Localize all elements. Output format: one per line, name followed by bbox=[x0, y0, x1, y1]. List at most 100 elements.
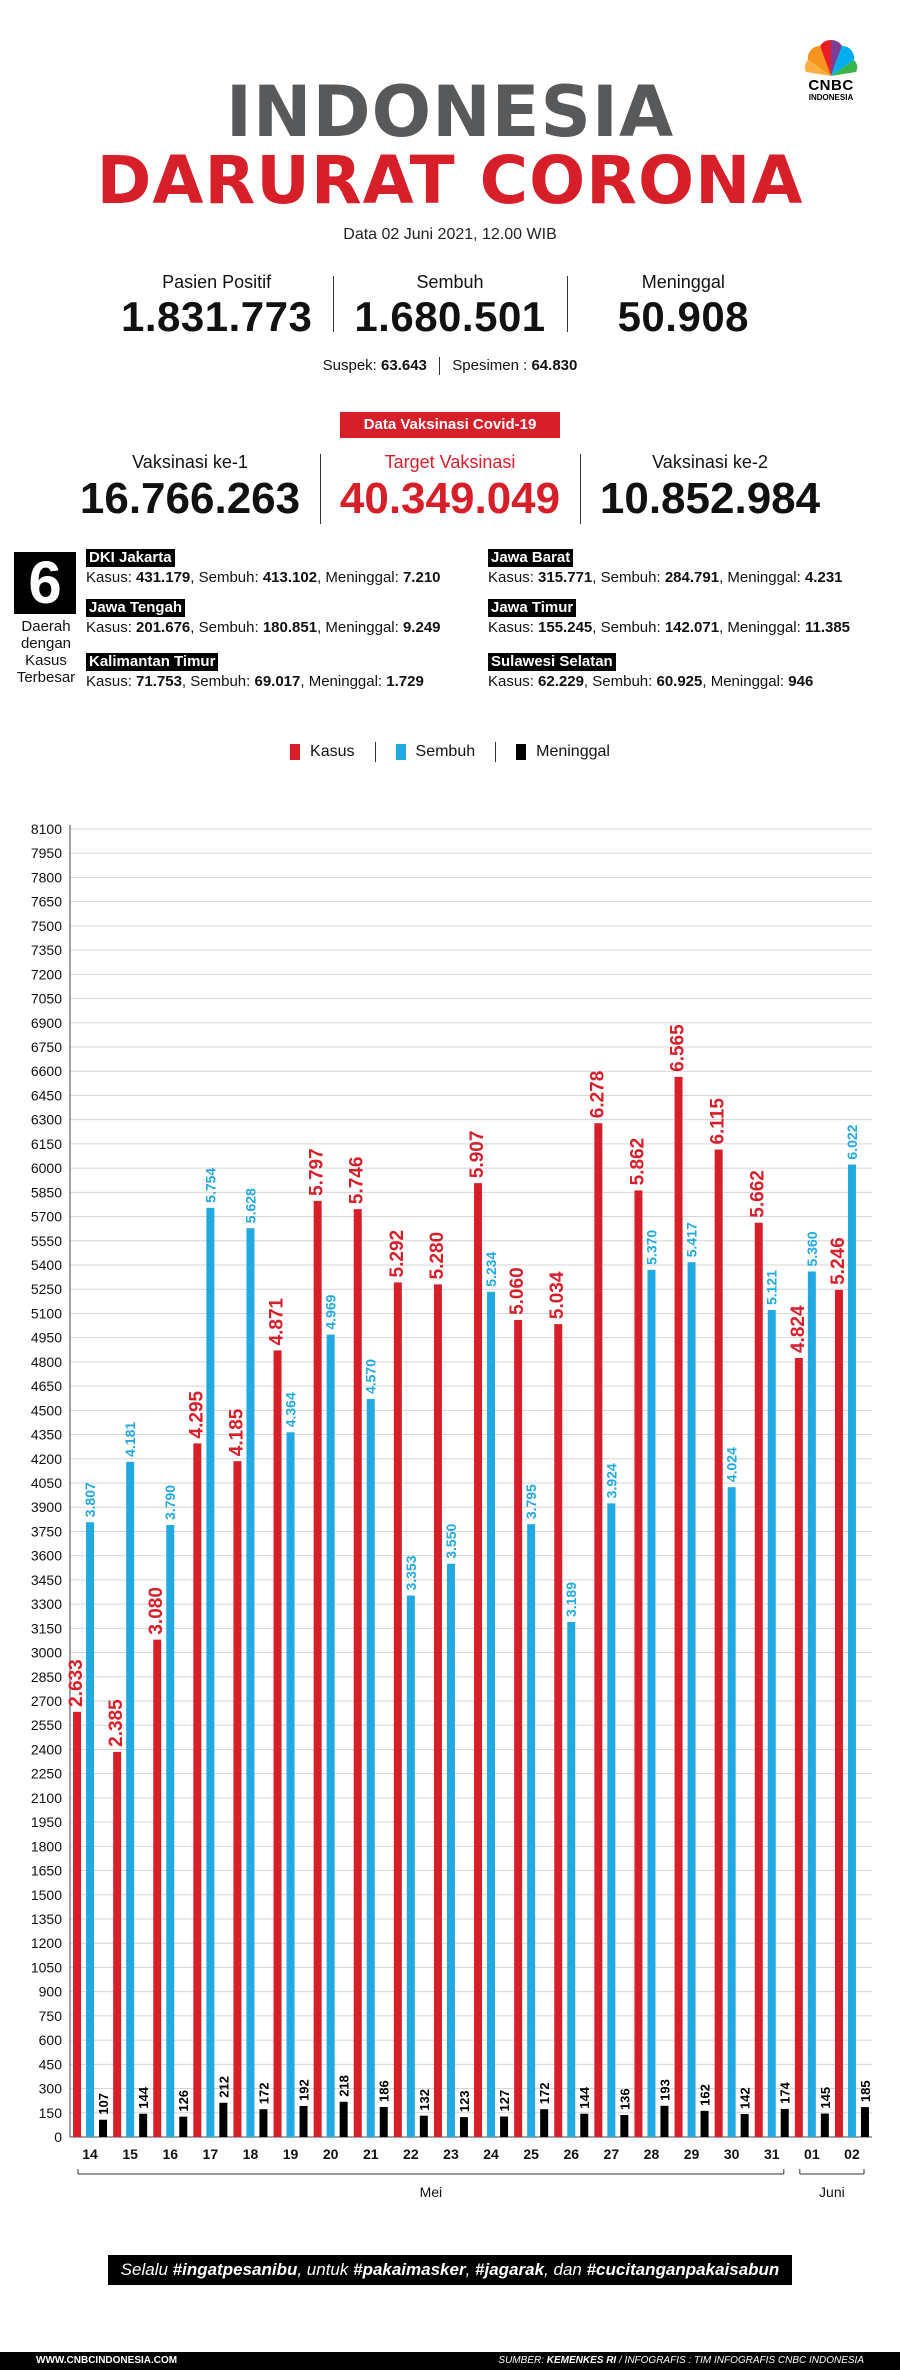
bar-meninggal bbox=[860, 2107, 869, 2137]
region-stats: Kasus: 201.676, Sembuh: 180.851, Meningg… bbox=[86, 619, 441, 636]
data-label-meninggal: 218 bbox=[337, 2075, 352, 2097]
y-tick-label: 7650 bbox=[31, 894, 62, 910]
y-tick-label: 1650 bbox=[31, 1863, 62, 1879]
footer-credit: / INFOGRAFIS : TIM INFOGRAFIS CNBC INDON… bbox=[616, 2355, 864, 2366]
spesimen-label: Spesimen : bbox=[452, 357, 528, 374]
region-kasus-label: Kasus: bbox=[488, 619, 534, 636]
bar-meninggal bbox=[700, 2110, 709, 2137]
bar-meninggal bbox=[740, 2114, 749, 2137]
footer-source-name: KEMENKES RI bbox=[546, 2355, 617, 2366]
region-meninggal-label: Meninggal: bbox=[325, 619, 399, 636]
vaksinasi-dose2: Vaksinasi ke-2 10.852.984 bbox=[580, 450, 840, 528]
data-label-kasus: 6.278 bbox=[587, 1071, 608, 1119]
bar-meninggal bbox=[620, 2115, 629, 2137]
legend-swatch bbox=[290, 744, 301, 760]
data-label-kasus: 5.862 bbox=[627, 1138, 648, 1186]
bar-sembuh bbox=[286, 1432, 295, 2137]
legend-label: Sembuh bbox=[415, 743, 476, 760]
y-tick-label: 1350 bbox=[31, 1911, 62, 1927]
bar-kasus bbox=[794, 1358, 803, 2137]
footer-website[interactable]: WWW.CNBCINDONESIA.COM bbox=[36, 2355, 178, 2366]
vax-label: Target Vaksinasi bbox=[384, 452, 516, 472]
x-tick-label: 30 bbox=[724, 2146, 740, 2162]
y-tick-label: 4950 bbox=[31, 1330, 62, 1346]
region-sembuh-label: Sembuh: bbox=[198, 619, 259, 636]
y-tick-label: 2400 bbox=[31, 1741, 62, 1757]
data-label-meninggal: 212 bbox=[216, 2076, 231, 2098]
y-tick-label: 7050 bbox=[31, 991, 62, 1007]
data-label-meninggal: 107 bbox=[96, 2093, 111, 2115]
suspek-value: 63.643 bbox=[381, 357, 427, 374]
bar-sembuh bbox=[807, 1271, 816, 2137]
bar-kasus bbox=[193, 1443, 202, 2137]
y-tick-label: 6450 bbox=[31, 1087, 62, 1103]
region-meninggal-label: Meninggal: bbox=[710, 673, 785, 690]
y-tick-label: 7200 bbox=[31, 966, 62, 982]
main-stats: Pasien Positif 1.831.773 Sembuh 1.680.50… bbox=[100, 270, 800, 340]
y-tick-label: 7350 bbox=[31, 942, 62, 958]
stat-value: 50.908 bbox=[617, 293, 750, 340]
x-tick-label: 02 bbox=[844, 2146, 860, 2162]
y-tick-label: 5850 bbox=[31, 1184, 62, 1200]
y-tick-label: 6150 bbox=[31, 1136, 62, 1152]
bar-kasus bbox=[714, 1149, 723, 2137]
footer-source-label: SUMBER: bbox=[498, 2355, 547, 2366]
y-tick-label: 2100 bbox=[31, 1790, 62, 1806]
y-tick-label: 1800 bbox=[31, 1838, 62, 1854]
peacock-icon bbox=[804, 39, 858, 76]
bar-kasus bbox=[514, 1319, 523, 2137]
bar-sembuh bbox=[727, 1487, 736, 2137]
bar-meninggal bbox=[780, 2108, 789, 2137]
y-tick-label: 3000 bbox=[31, 1645, 62, 1661]
slogan-text: Selalu bbox=[120, 2260, 173, 2279]
region-count-badge: 6 bbox=[14, 552, 76, 614]
vax-value: 10.852.984 bbox=[599, 474, 821, 523]
stat-value: 1.831.773 bbox=[120, 293, 313, 340]
region-meninggal-value: 1.729 bbox=[386, 673, 424, 690]
region-sembuh-label: Sembuh: bbox=[600, 619, 661, 636]
bar-sembuh bbox=[126, 1461, 135, 2137]
region-sembuh-value: 413.102 bbox=[262, 569, 318, 586]
data-label-meninggal: 142 bbox=[738, 2087, 753, 2109]
region-sembuh-value: 284.791 bbox=[664, 569, 720, 586]
y-tick-label: 900 bbox=[39, 1984, 63, 2000]
y-tick-label: 7950 bbox=[31, 845, 62, 861]
y-tick-label: 750 bbox=[39, 2008, 63, 2024]
y-tick-label: 8100 bbox=[31, 821, 62, 837]
bar-sembuh bbox=[527, 1524, 536, 2137]
y-tick-label: 4050 bbox=[31, 1475, 62, 1491]
region-sembuh-value: 180.851 bbox=[262, 619, 318, 636]
bar-kasus bbox=[153, 1639, 162, 2137]
data-label-meninggal: 192 bbox=[297, 2079, 312, 2101]
region-stats: Kasus: 155.245, Sembuh: 142.071, Meningg… bbox=[488, 619, 851, 636]
data-label-kasus: 5.907 bbox=[467, 1131, 488, 1179]
y-tick-label: 7500 bbox=[31, 918, 62, 934]
divider bbox=[495, 742, 497, 762]
stat-label: Pasien Positif bbox=[162, 272, 272, 292]
region-meninggal-value: 4.231 bbox=[804, 569, 843, 586]
bar-meninggal bbox=[459, 2117, 468, 2137]
stat-label: Meninggal bbox=[641, 272, 725, 292]
hashtag: #jagarak bbox=[475, 2260, 545, 2279]
region-kasus-label: Kasus: bbox=[86, 673, 132, 690]
x-tick-label: 20 bbox=[323, 2146, 339, 2162]
y-tick-label: 6900 bbox=[31, 1015, 62, 1031]
x-tick-label: 16 bbox=[162, 2146, 178, 2162]
data-label-meninggal: 144 bbox=[136, 2086, 151, 2108]
y-tick-label: 150 bbox=[39, 2105, 63, 2121]
bar-sembuh bbox=[607, 1503, 616, 2137]
bar-meninggal bbox=[219, 2102, 228, 2137]
bar-kasus bbox=[754, 1222, 763, 2137]
region-meninggal-value: 946 bbox=[788, 673, 814, 690]
bar-meninggal bbox=[540, 2109, 549, 2137]
bar-kasus bbox=[113, 1751, 122, 2137]
y-tick-label: 4800 bbox=[31, 1354, 62, 1370]
legend-swatch bbox=[516, 744, 527, 760]
bar-kasus bbox=[273, 1350, 282, 2137]
bar-sembuh bbox=[166, 1524, 175, 2137]
y-tick-label: 4350 bbox=[31, 1427, 62, 1443]
x-tick-label: 17 bbox=[203, 2146, 219, 2162]
vax-value: 16.766.263 bbox=[79, 474, 301, 523]
y-tick-label: 6000 bbox=[31, 1160, 62, 1176]
bar-sembuh bbox=[446, 1563, 455, 2137]
